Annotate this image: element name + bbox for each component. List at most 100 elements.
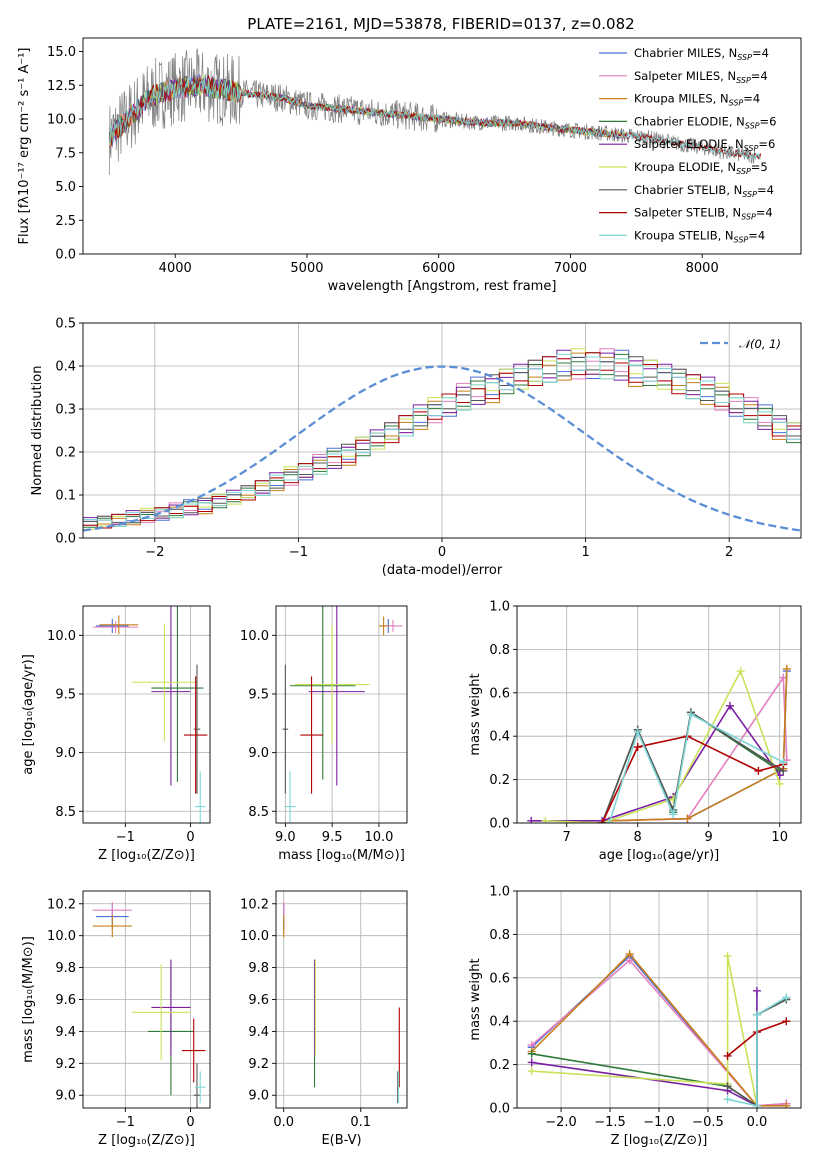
panels: 4000 5000 6000 7000 80000.02.55.07.510.012.5… xyxy=(17,37,802,1148)
legend-label-kroupa_elodie: Kroupa ELODIE, NSSP=5 xyxy=(634,160,768,176)
y-tick-label: 15.0 xyxy=(47,45,76,60)
mass-weight-marker xyxy=(779,758,788,767)
y-tick-label: 9.4 xyxy=(248,1025,269,1040)
x-tick-label: 2 xyxy=(725,545,733,560)
panel-mass-vs-ebv: 0.0 0.1 9.0 9.2 9.4 9.6 9.8 10.0 10.2 E(B-V) xyxy=(240,890,408,1148)
x-tick-label: 5000 xyxy=(290,261,323,276)
x-tick-label: 9.5 xyxy=(322,830,343,845)
errorbar-point-salpeter_elodie xyxy=(151,606,191,786)
mass-weight-marker xyxy=(736,667,745,676)
mass-weight-marker xyxy=(782,993,791,1002)
panel-massweight-vs-Z: −2.0 −1.5 −1.0 −0.5 0.0 0.0 0.2 0.4 0.6 0.8 1.0 Z [… xyxy=(468,885,802,1148)
x-tick-label: −1 xyxy=(289,545,308,560)
legend-label-kroupa_miles: Kroupa MILES, NSSP=4 xyxy=(634,92,760,108)
y-tick-label: 10.0 xyxy=(47,929,76,944)
legend-label-salpeter_stelib: Salpeter STELIB, NSSP=4 xyxy=(634,206,773,222)
x-tick-label: 6000 xyxy=(422,261,455,276)
y-tick-label: 1.0 xyxy=(489,600,510,615)
y-axis-label: mass [log₁₀(M/M⊙)] xyxy=(21,936,36,1063)
x-tick-label: 0 xyxy=(186,830,194,845)
y-tick-label: 9.0 xyxy=(248,746,269,761)
mass-weight-marker xyxy=(605,819,614,823)
errorbar-point-chabrier_stelib xyxy=(282,664,289,794)
y-tick-label: 0.8 xyxy=(489,928,510,943)
x-tick-label: 8 xyxy=(634,830,642,845)
mass-weight-marker xyxy=(669,810,678,819)
errorbar-point-salpeter_stelib xyxy=(183,676,208,794)
mass-weight-marker xyxy=(754,766,763,775)
axes-frame xyxy=(516,605,802,824)
y-axis-label: mass weight xyxy=(468,673,483,755)
y-tick-label: 0.0 xyxy=(55,532,76,547)
mass-weight-marker xyxy=(686,710,695,719)
y-tick-label: 7.5 xyxy=(55,146,76,161)
y-tick-label: 9.4 xyxy=(55,1025,76,1040)
mass-weight-marker xyxy=(782,1017,791,1026)
x-axis-label: mass [log₁₀(M/M⊙)] xyxy=(278,848,405,863)
errorbar-point-salpeter_miles xyxy=(92,621,139,633)
errorbar-point-chabrier_elodie xyxy=(151,606,204,782)
legend-normal-label: 𝒩(0, 1) xyxy=(739,337,781,351)
y-tick-label: 0.1 xyxy=(55,489,76,504)
errorbar-point-salpeter_stelib xyxy=(181,1018,206,1083)
y-tick-label: 10.0 xyxy=(240,629,269,644)
y-tick-label: 0.4 xyxy=(489,1015,510,1030)
mass-weight-line-chabrier_miles xyxy=(609,671,788,822)
spectrum-data-line xyxy=(108,48,756,176)
mass-weight-marker xyxy=(726,701,734,710)
plot-area xyxy=(108,48,762,176)
plot-area xyxy=(527,949,791,1108)
y-tick-label: 9.0 xyxy=(55,746,76,761)
x-tick-label: −2 xyxy=(145,545,164,560)
y-tick-label: 0.4 xyxy=(55,360,76,375)
y-tick-label: 10.2 xyxy=(240,897,269,912)
errorbar-point-salpeter_elodie xyxy=(308,606,365,786)
y-tick-label: 0.5 xyxy=(55,317,76,332)
legend-label-chabrier_stelib: Chabrier STELIB, NSSP=4 xyxy=(634,183,774,199)
x-axis-label: (data-model)/error xyxy=(382,563,503,578)
x-tick-label: −0.5 xyxy=(692,1115,724,1130)
mass-weight-marker xyxy=(541,816,550,823)
mass-weight-marker xyxy=(625,949,634,958)
y-axis-label: Normed distribution xyxy=(30,366,45,496)
y-tick-label: 0.6 xyxy=(489,686,510,701)
mass-weight-marker xyxy=(775,779,784,788)
y-tick-label: 9.6 xyxy=(248,993,269,1008)
errorbar-point-kroupa_stelib xyxy=(284,771,296,823)
legend-label-salpeter_miles: Salpeter MILES, NSSP=4 xyxy=(634,69,768,85)
mass-weight-marker xyxy=(598,819,607,823)
x-axis-label: Z [log₁₀(Z/Z⊙)] xyxy=(611,1133,708,1148)
axes-frame xyxy=(82,37,802,255)
x-tick-label: −1.0 xyxy=(643,1115,675,1130)
plot-area xyxy=(282,606,403,823)
mass-weight-marker xyxy=(723,1095,732,1104)
y-tick-label: 2.5 xyxy=(55,214,76,229)
mass-weight-marker xyxy=(723,952,732,961)
axes-frame xyxy=(275,605,408,824)
x-tick-label: −1 xyxy=(116,830,135,845)
x-tick-label: 10 xyxy=(771,830,788,845)
y-tick-label: 10.0 xyxy=(240,929,269,944)
y-axis-label: age [log₁₀(age/yr)] xyxy=(21,654,36,775)
residual-hist-kroupa_stelib xyxy=(83,353,801,527)
plot-area xyxy=(83,348,801,532)
x-tick-label: 8000 xyxy=(686,261,719,276)
x-tick-label: 7000 xyxy=(554,261,587,276)
mass-weight-marker xyxy=(633,743,642,752)
errorbar-point-chabrier_miles xyxy=(96,618,129,633)
x-tick-label: 4000 xyxy=(159,261,192,276)
panel-residuals: −2 −1 0 1 2 0.0 0.1 0.2 0.3 0.4 0.5 (data-model)/er… xyxy=(30,317,802,578)
y-tick-label: 10.0 xyxy=(47,629,76,644)
errorbar-point-salpeter_elodie xyxy=(151,959,191,1056)
x-tick-label: 1 xyxy=(581,545,589,560)
errorbar-point-kroupa_miles xyxy=(99,615,139,635)
x-tick-label: 9.0 xyxy=(275,830,296,845)
x-tick-label: −1 xyxy=(116,1115,135,1130)
spectrum-model-kroupa_stelib xyxy=(108,75,761,161)
y-axis-label: Flux [fλ10⁻¹⁷ erg cm⁻² s⁻¹ A⁻¹] xyxy=(17,48,32,245)
normal-curve xyxy=(83,365,801,532)
mass-weight-marker xyxy=(527,1058,536,1067)
x-axis-label: Z [log₁₀(Z/Z⊙)] xyxy=(98,848,195,863)
y-tick-label: 0.2 xyxy=(55,446,76,461)
